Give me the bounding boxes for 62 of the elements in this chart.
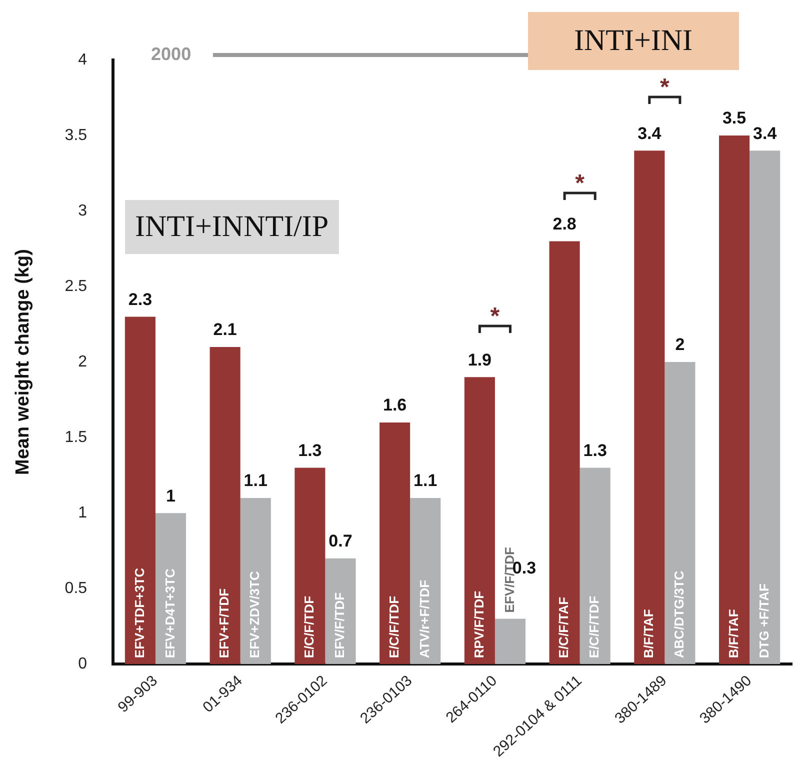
text: INTI+INI — [528, 12, 739, 70]
y-axis-title: Mean weight change (kg) — [12, 249, 34, 476]
bar — [155, 513, 186, 664]
bar — [719, 136, 750, 664]
annotation: EFV/F/TDF — [332, 592, 348, 658]
annotation: ATV/r+F/TDF — [416, 580, 432, 658]
annotation: E/C/F/TDF — [586, 596, 602, 658]
bar — [549, 241, 580, 664]
data-label: 3.5 — [722, 108, 746, 128]
y-tick-label: 2 — [78, 353, 88, 370]
bar — [634, 150, 665, 664]
y-tick-label: 2.5 — [64, 278, 88, 295]
data-label: 2 — [675, 335, 685, 354]
y-tick-label: 3 — [78, 202, 88, 220]
data-label: 0.7 — [328, 532, 352, 551]
data-label: 1.6 — [382, 396, 407, 415]
y-tick-label: 1 — [78, 504, 88, 522]
data-label: 2.8 — [552, 214, 576, 234]
data-label: 2.1 — [213, 320, 237, 340]
bar — [380, 422, 410, 664]
data-label: 1.9 — [468, 350, 492, 370]
y-tick-label: 3.5 — [64, 126, 88, 144]
annotation: ABC/DTG/3TC — [672, 570, 687, 658]
bar — [580, 468, 610, 664]
y-tick-label: 0 — [78, 656, 88, 673]
annotation: * — [660, 74, 670, 101]
annotation: * — [490, 303, 500, 330]
annotation: 2000 — [151, 44, 192, 65]
bar — [124, 316, 156, 664]
annotation: INTI+INNTI/IP — [125, 200, 339, 254]
bar — [750, 150, 780, 664]
bar — [464, 377, 495, 664]
annotation: DTG +F/TAF — [756, 584, 772, 658]
bar — [664, 362, 696, 664]
data-label: 3.4 — [753, 124, 778, 143]
y-tick-label: 4 — [78, 51, 88, 68]
y-tick-label: 1.5 — [64, 428, 88, 446]
data-label: 1 — [166, 486, 176, 506]
data-label: 3.4 — [638, 124, 662, 143]
annotation: E/C/F/TDF — [386, 596, 402, 658]
data-label: 1.1 — [414, 471, 438, 490]
annotation: RPV/F/TDF — [471, 590, 486, 658]
data-label: 2.3 — [128, 290, 152, 309]
annotation: E/C/F/TDF — [302, 596, 317, 658]
bar — [325, 558, 356, 664]
data-label: 1.1 — [244, 471, 268, 490]
bar — [494, 618, 526, 664]
bar — [240, 498, 271, 664]
annotation: B/F/TAF — [640, 609, 656, 658]
annotation: EFV+F/TDF — [216, 588, 232, 658]
bar — [210, 346, 240, 664]
bar — [410, 498, 441, 664]
y-tick-label: 0.5 — [64, 580, 88, 597]
bar — [294, 468, 326, 664]
annotation: B/F/TAF — [726, 609, 741, 658]
annotation: EFV+TDF+3TC — [132, 567, 147, 658]
data-label: 1.3 — [298, 440, 322, 460]
annotation: E/C/F/TAF — [556, 596, 572, 658]
data-label: 1.3 — [583, 440, 607, 460]
annotation: * — [575, 170, 586, 197]
annotation: EFV+D4T+3TC — [162, 568, 178, 658]
annotation: EFV+ZDV/3TC — [247, 570, 262, 658]
